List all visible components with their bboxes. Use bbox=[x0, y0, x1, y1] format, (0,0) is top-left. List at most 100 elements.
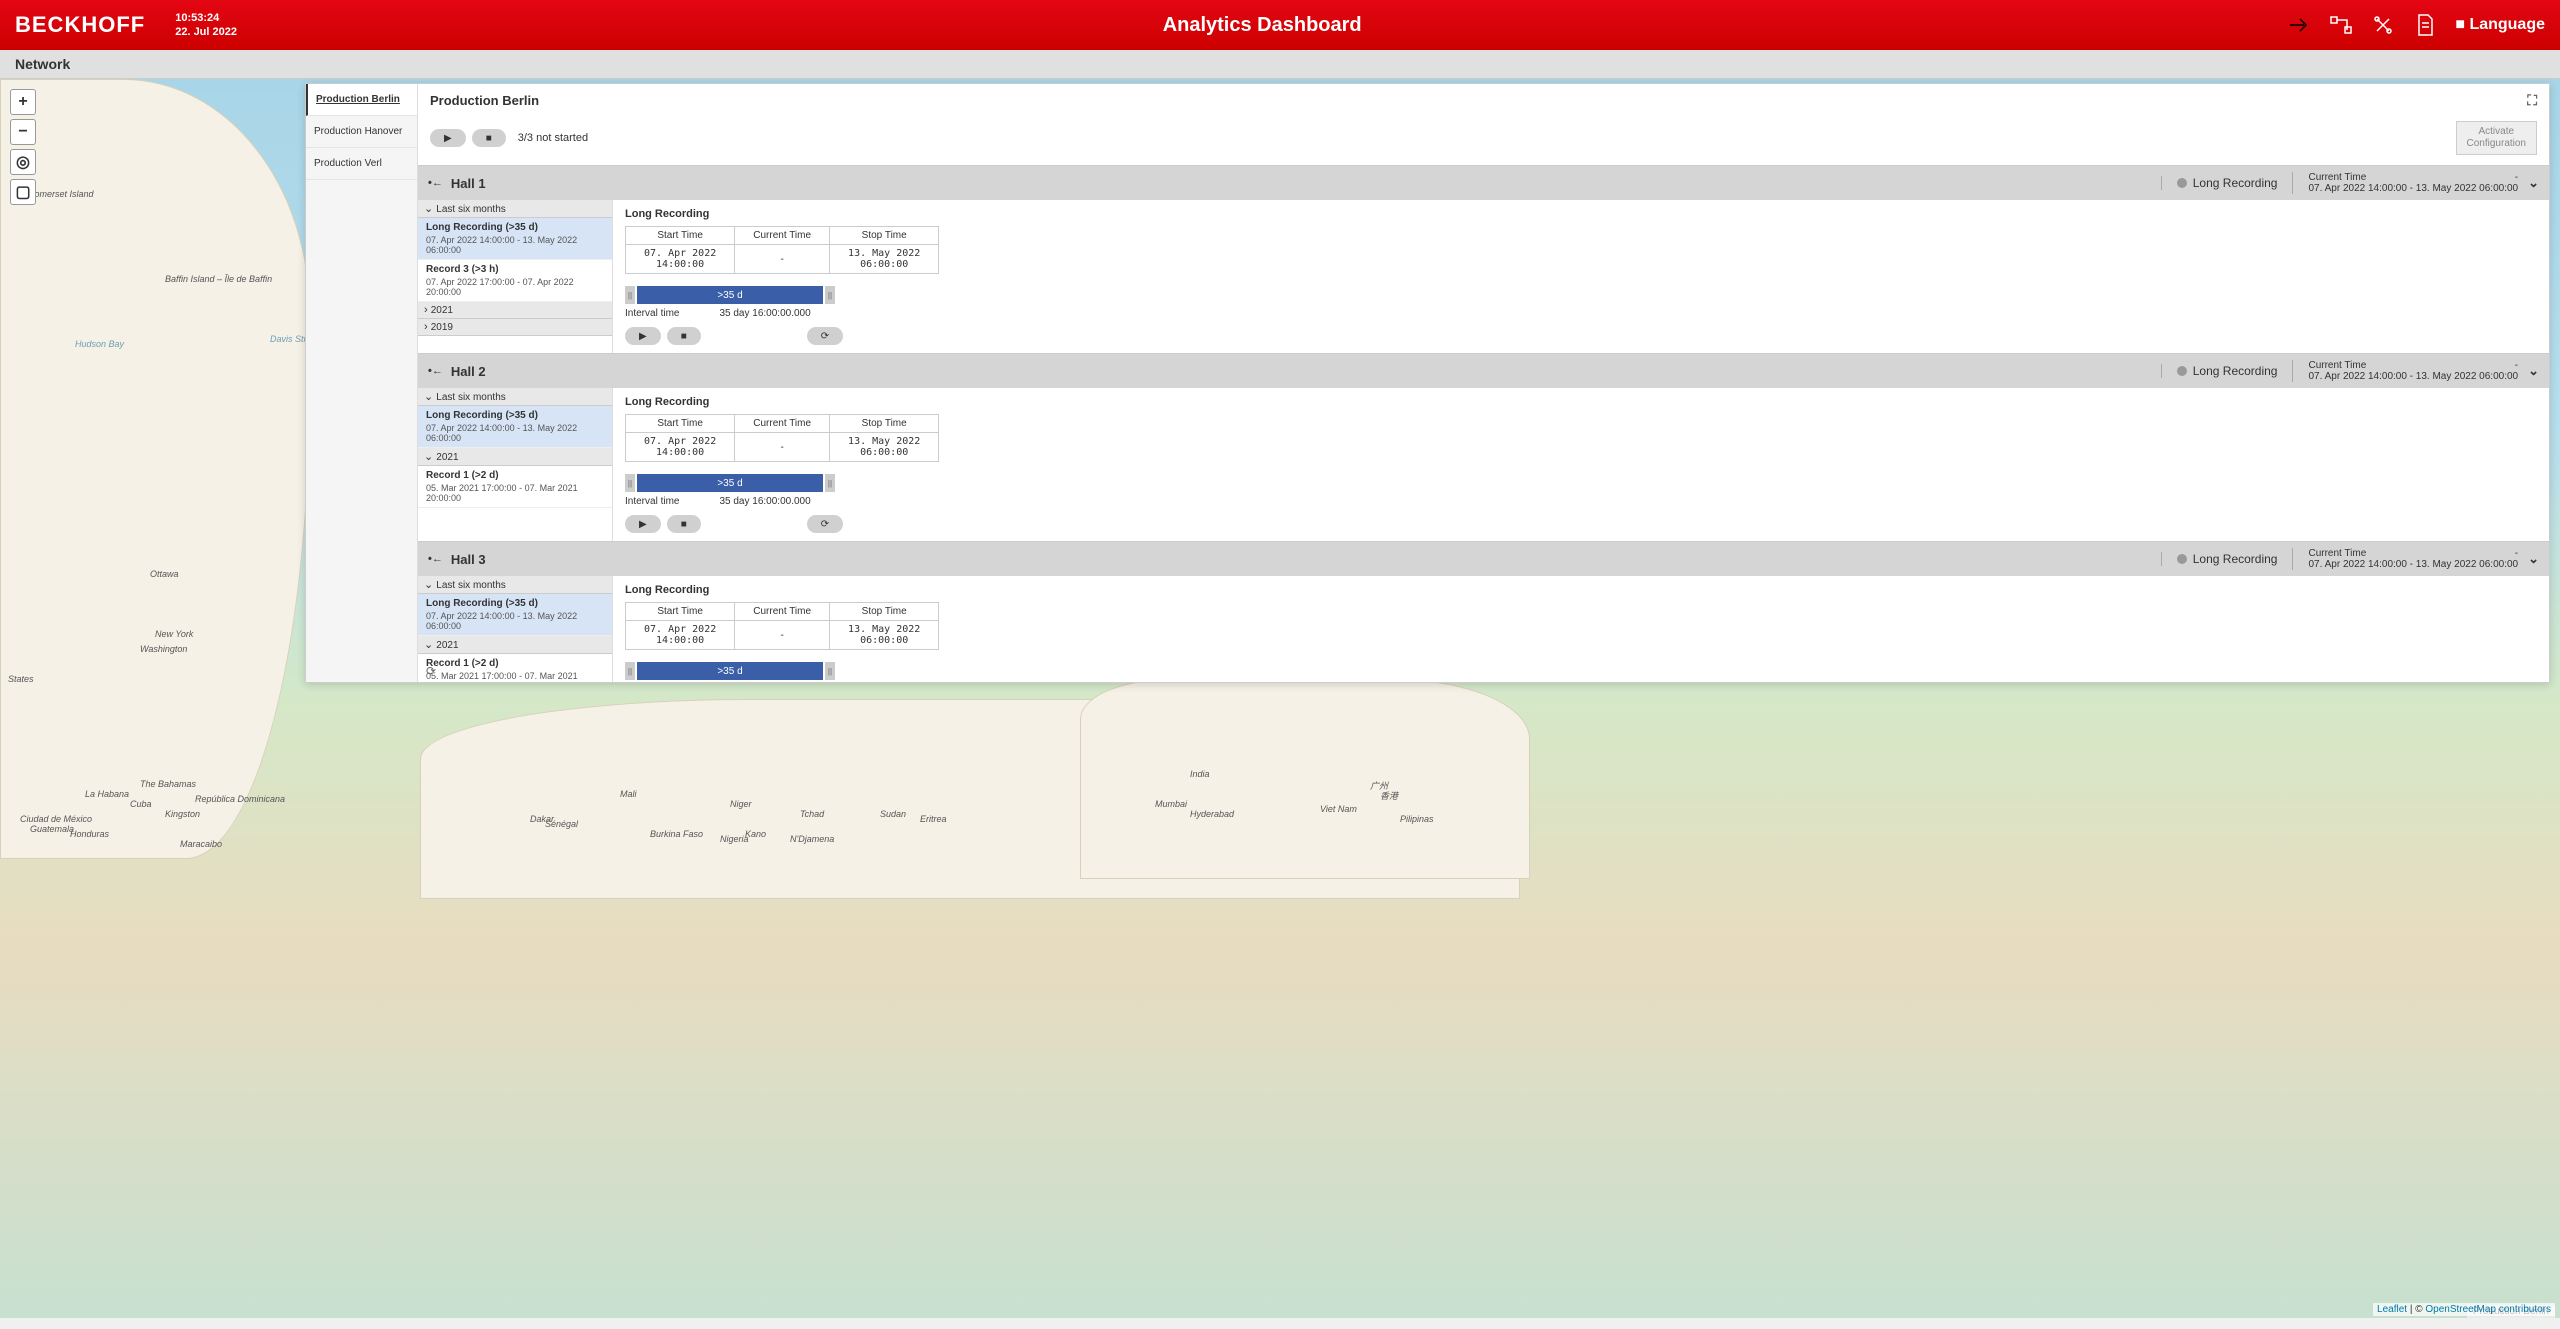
progress-bar[interactable]: ||>35 d|| bbox=[625, 474, 835, 492]
progress-handle-left[interactable]: || bbox=[625, 474, 635, 492]
status-dot-icon bbox=[2177, 554, 2187, 564]
hall-name: Hall 2 bbox=[451, 364, 486, 379]
record-item[interactable]: Long Recording (>35 d)07. Apr 2022 14:00… bbox=[418, 218, 612, 260]
app-header: BECKHOFF 10:53:24 22. Jul 2022 Analytics… bbox=[0, 0, 2560, 50]
progress-bar[interactable]: ||>35 d|| bbox=[625, 286, 835, 304]
hall-header: •←Hall 3Long RecordingCurrent Time -07. … bbox=[418, 542, 2549, 576]
recording-detail: Long RecordingStart TimeCurrent TimeStop… bbox=[613, 388, 2549, 541]
connection-icon: •← bbox=[428, 365, 443, 377]
sidebar-item[interactable]: Production Berlin bbox=[306, 84, 417, 116]
time-table: Start TimeCurrent TimeStop Time07. Apr 2… bbox=[625, 602, 939, 650]
recording-name: Long Recording bbox=[2193, 176, 2278, 190]
detail-title: Long Recording bbox=[625, 396, 2537, 408]
map-controls: + − ◎ ▢ bbox=[10, 89, 36, 205]
record-group[interactable]: 2019 bbox=[418, 319, 612, 336]
detail-controls: ▶ ■ ⟳ bbox=[625, 327, 2537, 345]
reload-button[interactable]: ⟳ bbox=[807, 327, 843, 345]
recording-detail: Long Recording Start TimeCurrent TimeStop… bbox=[613, 200, 2549, 353]
status-dot-icon bbox=[2177, 366, 2187, 376]
header-toolbar: Language bbox=[2287, 13, 2545, 37]
progress-handle-left[interactable]: || bbox=[625, 286, 635, 304]
arrow-right-icon[interactable] bbox=[2287, 13, 2311, 37]
hall-body: Last six monthsLong Recording (>35 d)07.… bbox=[418, 576, 2549, 682]
records-list: Last six monthsLong Recording (>35 d)07.… bbox=[418, 576, 613, 682]
hall-header: •← Hall 1 Long Recording Current Time -07. … bbox=[418, 166, 2549, 200]
map-attribution: Leaflet | © OpenStreetMap contributors bbox=[2373, 1303, 2555, 1316]
global-status: 3/3 not started bbox=[518, 132, 588, 144]
hall-name: Hall 3 bbox=[451, 552, 486, 567]
hall-name: Hall 1 bbox=[451, 176, 486, 191]
leaflet-link[interactable]: Leaflet bbox=[2377, 1304, 2407, 1315]
progress-bar[interactable]: ||>35 d|| bbox=[625, 662, 835, 680]
chevron-down-icon[interactable]: ⌄ bbox=[2528, 551, 2539, 567]
record-item[interactable]: Record 1 (>2 d)05. Mar 2021 17:00:00 - 0… bbox=[418, 654, 612, 682]
connection-icon: •← bbox=[428, 553, 443, 565]
progress-fill: >35 d bbox=[637, 662, 823, 680]
document-icon[interactable] bbox=[2413, 13, 2437, 37]
play-button[interactable]: ▶ bbox=[625, 515, 661, 533]
record-item[interactable]: Long Recording (>35 d)07. Apr 2022 14:00… bbox=[418, 406, 612, 448]
zoom-out-button[interactable]: − bbox=[10, 119, 36, 145]
stop-all-button[interactable]: ■ bbox=[472, 129, 506, 147]
progress-handle-right[interactable]: || bbox=[825, 474, 835, 492]
record-group[interactable]: Last six months bbox=[418, 200, 612, 218]
interval-row: Interval time35 day 16:00:00.000 bbox=[625, 496, 2537, 507]
locate-button[interactable]: ◎ bbox=[10, 149, 36, 175]
flow-icon[interactable] bbox=[2329, 13, 2353, 37]
content-area: Production Berlin ⛶ ▶ ■ 3/3 not started … bbox=[418, 84, 2549, 682]
hall-header: •← Hall 2 Long Recording Current Time -07. … bbox=[418, 354, 2549, 388]
stop-button[interactable]: ■ bbox=[667, 515, 701, 533]
detail-controls: ▶ ■ ⟳ bbox=[625, 515, 2537, 533]
record-group[interactable]: Last six months bbox=[418, 576, 612, 594]
record-item[interactable]: Record 1 (>2 d)05. Mar 2021 17:00:00 - 0… bbox=[418, 466, 612, 508]
hall-section: •← Hall 2 Long Recording Current Time -07. … bbox=[418, 353, 2549, 541]
progress-handle-right[interactable]: || bbox=[825, 286, 835, 304]
time-table: Start TimeCurrent TimeStop Time07. Apr 2… bbox=[625, 226, 939, 274]
hall-status: Long Recording bbox=[2161, 552, 2278, 566]
detail-title: Long Recording bbox=[625, 208, 2537, 220]
record-group[interactable]: 2021 bbox=[418, 636, 612, 654]
activate-config-button[interactable]: Activate Configuration bbox=[2456, 121, 2537, 155]
subheader-title: Network bbox=[15, 56, 70, 72]
reload-button[interactable]: ⟳ bbox=[807, 515, 843, 533]
hall-section: •← Hall 1 Long Recording Current Time -07. … bbox=[418, 165, 2549, 353]
record-group[interactable]: 2021 bbox=[418, 302, 612, 319]
recording-name: Long Recording bbox=[2193, 364, 2278, 378]
main-panel: Production BerlinProduction HanoverProdu… bbox=[305, 83, 2550, 683]
main-area: Hudson BayOttawaNew YorkWashingtonStates… bbox=[0, 79, 2560, 1318]
detail-title: Long Recording bbox=[625, 584, 2537, 596]
tools-icon[interactable] bbox=[2371, 13, 2395, 37]
status-dot-icon bbox=[2177, 178, 2187, 188]
header-date: 22. Jul 2022 bbox=[175, 25, 237, 39]
hall-time-range: Current Time -07. Apr 2022 14:00:00 - 13… bbox=[2292, 172, 2518, 194]
connection-icon: •← bbox=[428, 177, 443, 189]
refresh-icon[interactable]: ⟳ bbox=[426, 664, 436, 678]
sidebar-item[interactable]: Production Hanover bbox=[306, 116, 417, 148]
global-controls: ▶ ■ 3/3 not started Activate Configurati… bbox=[418, 117, 2549, 165]
zoom-in-button[interactable]: + bbox=[10, 89, 36, 115]
sidebar-item[interactable]: Production Verl bbox=[306, 148, 417, 180]
page-title: Analytics Dashboard bbox=[237, 14, 2287, 37]
record-item[interactable]: Long Recording (>35 d)07. Apr 2022 14:00… bbox=[418, 594, 612, 636]
layers-button[interactable]: ▢ bbox=[10, 179, 36, 205]
hall-body: Last six monthsLong Recording (>35 d)07.… bbox=[418, 200, 2549, 353]
chevron-down-icon[interactable]: ⌄ bbox=[2528, 363, 2539, 379]
records-list: Last six monthsLong Recording (>35 d)07.… bbox=[418, 388, 613, 541]
chevron-down-icon[interactable]: ⌄ bbox=[2528, 175, 2539, 191]
play-all-button[interactable]: ▶ bbox=[430, 129, 466, 147]
record-group[interactable]: Last six months bbox=[418, 388, 612, 406]
record-item[interactable]: Record 3 (>3 h)07. Apr 2022 17:00:00 - 0… bbox=[418, 260, 612, 302]
record-group[interactable]: 2021 bbox=[418, 448, 612, 466]
osm-link[interactable]: OpenStreetMap contributors bbox=[2425, 1304, 2551, 1315]
hall-time-range: Current Time -07. Apr 2022 14:00:00 - 13… bbox=[2292, 360, 2518, 382]
content-header: Production Berlin ⛶ bbox=[418, 84, 2549, 117]
header-time: 10:53:24 bbox=[175, 11, 237, 25]
stop-button[interactable]: ■ bbox=[667, 327, 701, 345]
language-selector[interactable]: Language bbox=[2455, 16, 2545, 34]
progress-handle-left[interactable]: || bbox=[625, 662, 635, 680]
progress-handle-right[interactable]: || bbox=[825, 662, 835, 680]
content-title: Production Berlin bbox=[430, 93, 539, 108]
expand-icon[interactable]: ⛶ bbox=[2527, 92, 2537, 109]
play-button[interactable]: ▶ bbox=[625, 327, 661, 345]
recording-detail: Long Recording Start TimeCurrent TimeStop… bbox=[613, 576, 2549, 682]
